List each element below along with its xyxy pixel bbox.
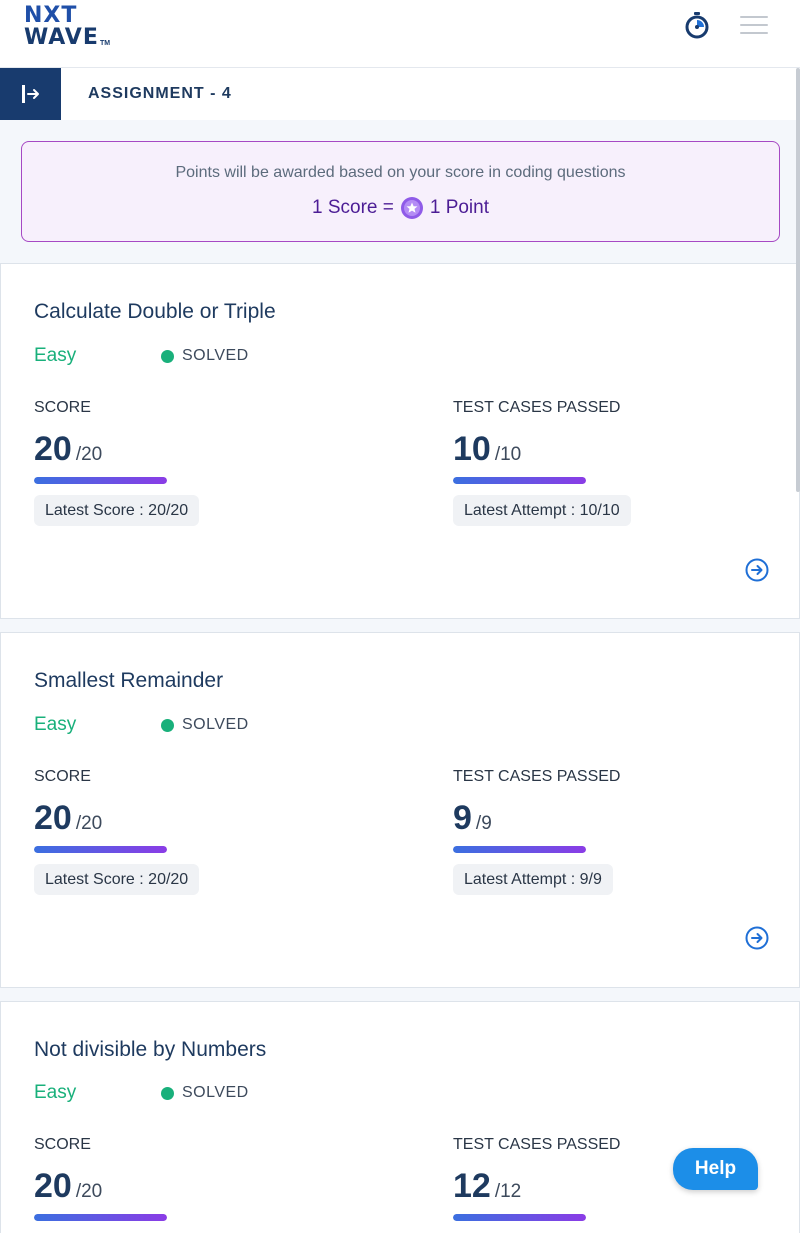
test-cases-value: 9 /9 (453, 799, 492, 838)
test-cases-max: /10 (494, 444, 522, 465)
logo-trademark: TM (100, 40, 111, 47)
score-label: SCORE (34, 399, 91, 416)
status-badge: SOLVED (161, 716, 249, 734)
score-to-point-conversion: 1 Score = 1 Point (22, 196, 779, 220)
point-label: 1 Point (429, 197, 489, 218)
status-text: SOLVED (182, 716, 249, 733)
test-cases-label: TEST CASES PASSED (453, 1136, 621, 1153)
score-number: 20 (34, 799, 72, 837)
score-max: /20 (75, 444, 103, 465)
status-badge: SOLVED (161, 1084, 249, 1102)
difficulty-label: Easy (34, 345, 77, 366)
latest-attempt-chip: Latest Attempt : 9/9 (453, 864, 613, 895)
score-value: 20 /20 (34, 1167, 102, 1206)
test-cases-progress-bar (453, 477, 586, 484)
test-cases-label: TEST CASES PASSED (453, 399, 621, 416)
test-cases-value: 12 /12 (453, 1167, 521, 1206)
help-button[interactable]: Help (673, 1148, 758, 1190)
open-question-button[interactable] (745, 926, 769, 950)
logo-text-top: NXT (24, 3, 78, 28)
latest-score-chip: Latest Score : 20/20 (34, 495, 200, 526)
latest-score-chip: Latest Score : 20/20 (34, 864, 200, 895)
page-title: ASSIGNMENT - 4 (88, 85, 232, 102)
top-bar: NXT WAVE TM (0, 0, 800, 68)
latest-attempt-chip: Latest Attempt : 10/10 (453, 495, 631, 526)
question-card[interactable]: Smallest Remainder Easy SOLVED SCORE 20 … (0, 632, 800, 988)
sidebar-expand-icon (21, 85, 39, 103)
test-cases-number: 10 (453, 430, 491, 468)
test-cases-progress-bar (453, 1214, 586, 1221)
score-max: /20 (75, 1181, 103, 1202)
score-value: 20 /20 (34, 430, 102, 469)
test-cases-max: /12 (494, 1181, 522, 1202)
score-equals-label: 1 Score = (311, 197, 394, 218)
points-info-banner: Points will be awarded based on your sco… (21, 141, 780, 242)
test-cases-number: 9 (453, 799, 472, 837)
score-progress-bar (34, 846, 167, 853)
score-label: SCORE (34, 1136, 91, 1153)
solved-dot-icon (161, 349, 174, 363)
test-cases-number: 12 (453, 1167, 491, 1205)
difficulty-label: Easy (34, 714, 77, 735)
status-text: SOLVED (182, 347, 249, 364)
hamburger-menu-icon[interactable] (740, 14, 768, 36)
question-card[interactable]: Not divisible by Numbers Easy SOLVED SCO… (0, 1001, 800, 1233)
score-number: 20 (34, 430, 72, 468)
question-title[interactable]: Smallest Remainder (34, 669, 224, 692)
status-badge: SOLVED (161, 347, 249, 365)
score-number: 20 (34, 1167, 72, 1205)
solved-dot-icon (161, 1086, 174, 1100)
test-cases-progress-bar (453, 846, 586, 853)
test-cases-max: /9 (475, 813, 492, 834)
stopwatch-icon[interactable] (684, 10, 710, 40)
question-title[interactable]: Not divisible by Numbers (34, 1038, 267, 1061)
arrow-circle-right-icon (745, 558, 769, 582)
question-card[interactable]: Calculate Double or Triple Easy SOLVED S… (0, 263, 800, 619)
arrow-circle-right-icon (745, 926, 769, 950)
test-cases-value: 10 /10 (453, 430, 521, 469)
open-question-button[interactable] (745, 558, 769, 582)
star-coin-icon (400, 197, 423, 219)
logo-text-bottom: WAVE (24, 25, 99, 50)
test-cases-label: TEST CASES PASSED (453, 768, 621, 785)
score-progress-bar (34, 477, 167, 484)
score-label: SCORE (34, 768, 91, 785)
difficulty-label: Easy (34, 1082, 77, 1103)
score-value: 20 /20 (34, 799, 102, 838)
score-progress-bar (34, 1214, 167, 1221)
nxtwave-logo[interactable]: NXT WAVE TM (24, 4, 120, 52)
scrollbar-thumb[interactable] (796, 68, 800, 492)
score-max: /20 (75, 813, 103, 834)
question-title[interactable]: Calculate Double or Triple (34, 300, 276, 323)
solved-dot-icon (161, 718, 174, 732)
sidebar-toggle-button[interactable] (0, 68, 61, 120)
points-info-text: Points will be awarded based on your sco… (175, 164, 626, 181)
status-text: SOLVED (182, 1084, 249, 1101)
assignment-header: ASSIGNMENT - 4 (0, 68, 800, 120)
